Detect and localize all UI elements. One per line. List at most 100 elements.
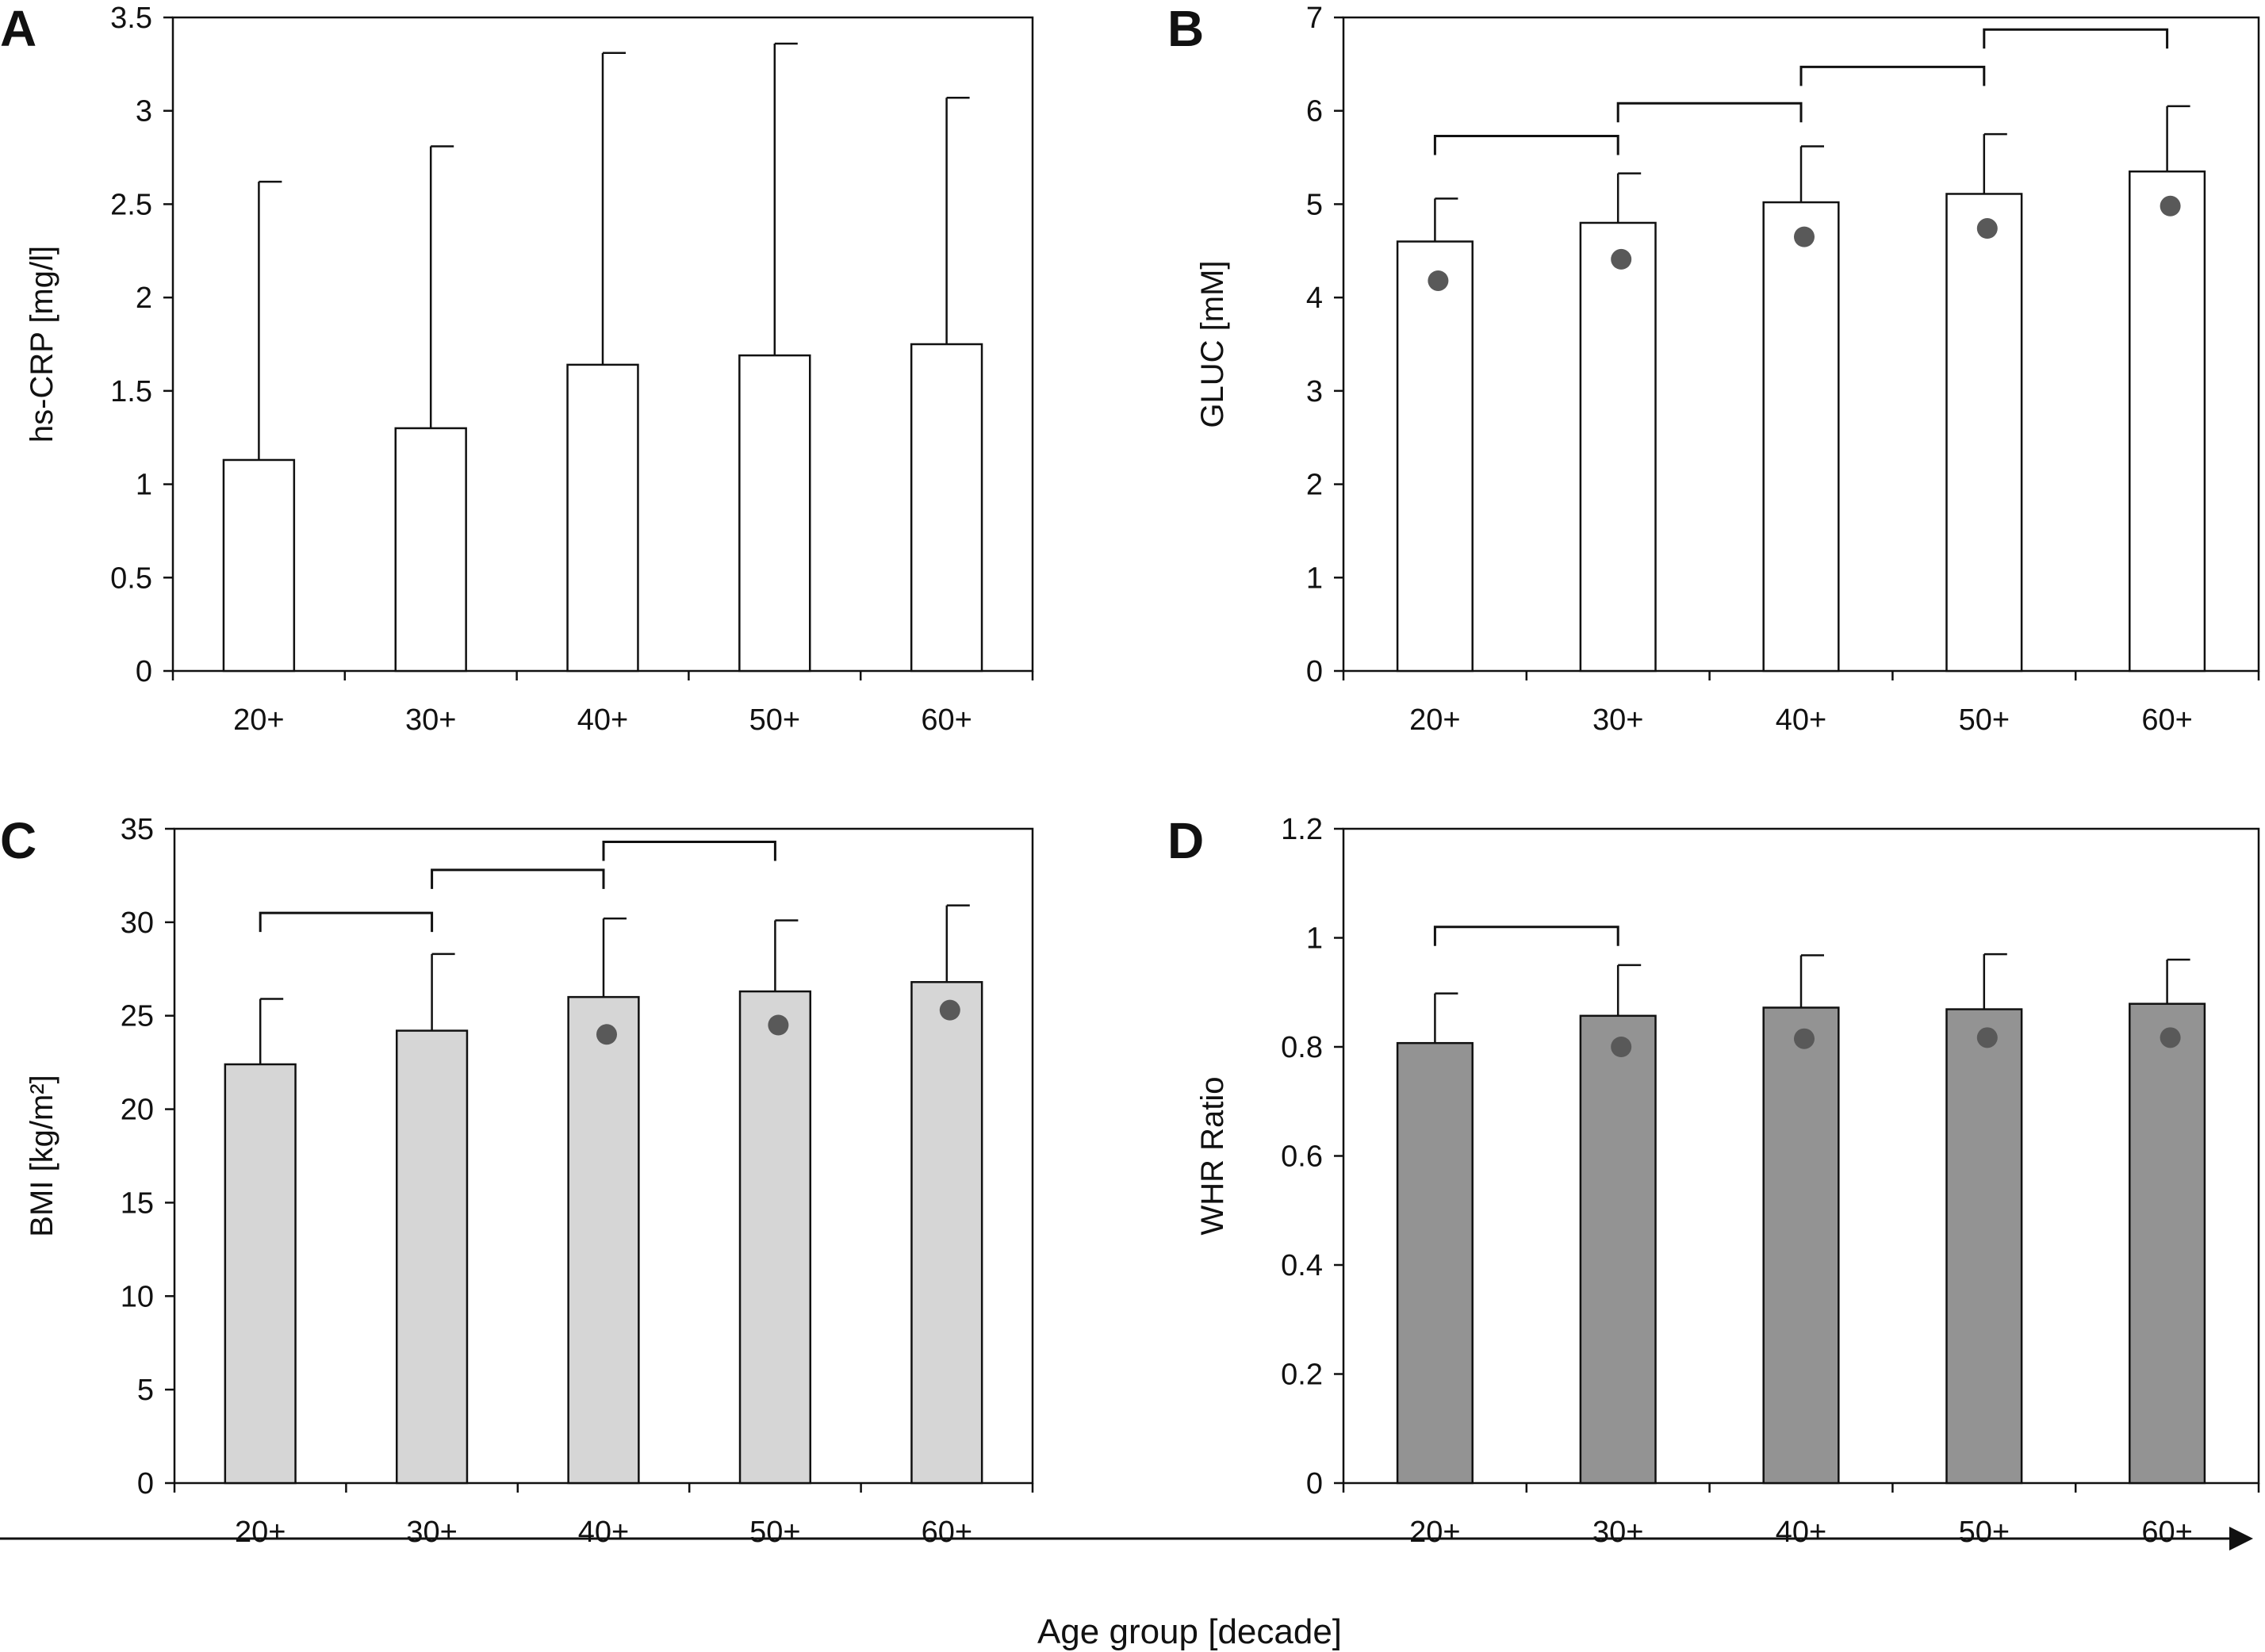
bar <box>1396 240 1474 673</box>
median-dot <box>1794 226 1815 247</box>
median-dot <box>1976 1027 1998 1048</box>
significance-bracket <box>1433 134 1619 155</box>
y-tick-label: 1 <box>1306 922 1323 956</box>
significance-bracket <box>1433 926 1619 946</box>
y-axis-title: BMI [kg/m²] <box>25 1075 59 1236</box>
age-axis-label: Age group [decade] <box>1037 1612 1342 1651</box>
x-tick-label: 30+ <box>1592 703 1643 737</box>
median-dot <box>1611 1037 1632 1057</box>
y-tick-label: 15 <box>121 1186 154 1220</box>
y-axis-title: GLUC [mM] <box>1195 260 1230 427</box>
median-dot <box>596 1024 617 1045</box>
x-tick-label: 30+ <box>405 703 456 737</box>
x-tick-label: 60+ <box>921 703 972 737</box>
panel-letter: A <box>0 0 36 57</box>
bar <box>2129 1002 2206 1485</box>
bar <box>224 1063 297 1485</box>
bar <box>738 990 812 1485</box>
significance-bracket <box>431 868 605 889</box>
y-tick-label: 25 <box>121 1000 154 1033</box>
bar <box>910 343 983 673</box>
x-tick-label: 20+ <box>235 1516 286 1549</box>
y-tick-label: 0 <box>1306 1467 1323 1501</box>
bar <box>910 981 983 1485</box>
y-tick-label: 35 <box>121 813 154 846</box>
significance-bracket <box>259 911 434 933</box>
y-tick-label: 2.5 <box>110 188 152 221</box>
x-tick-label: 30+ <box>406 1516 457 1549</box>
median-dot <box>1611 248 1632 270</box>
panel-c: C 0 5 10 15 20 25 30 35 BMI [kg/m²] 20+ 30+ 40+ 50+ 60… <box>0 812 1034 1549</box>
y-tick-label: 0.5 <box>110 562 152 595</box>
x-tick-label: 20+ <box>1409 1516 1460 1549</box>
x-tick-label: 50+ <box>1959 1516 2010 1549</box>
median-dot <box>768 1014 789 1036</box>
panel-a: A 0 0.5 1 1.5 2 2.5 3 3.5 hs-CRP [mg/l] 20+ 30+ 40+ 5… <box>0 0 1034 737</box>
y-tick-label: 3 <box>136 95 152 128</box>
median-dot <box>1976 218 1998 240</box>
bar <box>1396 1041 1474 1485</box>
significance-bracket <box>602 841 776 861</box>
y-tick-label: 0.8 <box>1281 1031 1323 1064</box>
y-tick-label: 1.2 <box>1281 813 1323 846</box>
bar <box>394 427 467 673</box>
bar <box>567 995 640 1485</box>
y-tick-label: 3.5 <box>110 2 152 35</box>
x-tick-label: 20+ <box>233 703 284 737</box>
significance-bracket <box>1616 102 1803 123</box>
bar <box>1579 1014 1657 1485</box>
y-tick-label: 20 <box>121 1094 154 1127</box>
panel-letter: D <box>1167 812 1204 869</box>
bar <box>1945 193 2023 673</box>
panel-letter: C <box>0 812 36 869</box>
bar <box>738 354 811 673</box>
y-tick-label: 5 <box>137 1374 154 1407</box>
x-tick-label: 60+ <box>2141 703 2192 737</box>
y-tick-label: 5 <box>1306 188 1323 221</box>
y-axis-title: WHR Ratio <box>1195 1076 1230 1235</box>
y-tick-label: 2 <box>136 282 152 315</box>
y-tick-label: 6 <box>1306 95 1323 128</box>
y-tick-label: 2 <box>1306 469 1323 502</box>
median-dot <box>1794 1028 1815 1049</box>
y-tick-label: 0.2 <box>1281 1359 1323 1392</box>
bar <box>1579 221 1657 673</box>
x-tick-label: 20+ <box>1409 703 1460 737</box>
y-tick-label: 1 <box>1306 562 1323 595</box>
median-dot <box>939 999 960 1021</box>
x-tick-label: 50+ <box>1959 703 2010 737</box>
bar <box>1762 201 1840 673</box>
y-tick-label: 30 <box>121 906 154 940</box>
x-tick-label: 30+ <box>1592 1516 1643 1549</box>
y-tick-label: 0.6 <box>1281 1140 1323 1174</box>
panel-letter: B <box>1167 0 1204 57</box>
median-dot <box>2160 195 2181 217</box>
x-tick-label: 40+ <box>1776 1516 1826 1549</box>
bar <box>2129 170 2206 673</box>
x-tick-label: 50+ <box>749 1516 800 1549</box>
bar <box>1762 1006 1840 1485</box>
bar <box>395 1029 469 1485</box>
bar <box>1945 1008 2023 1485</box>
x-tick-label: 60+ <box>2141 1516 2192 1549</box>
y-tick-label: 0 <box>1306 655 1323 688</box>
y-tick-label: 1 <box>136 469 152 502</box>
panel-b: B 0 1 2 3 4 5 6 7 GLUC [mM] 20+ 30+ 40+ 50+ 60+ <box>1167 0 2260 737</box>
median-dot <box>2160 1027 2181 1048</box>
median-dot <box>1428 270 1449 291</box>
y-tick-label: 7 <box>1306 2 1323 35</box>
y-tick-label: 0 <box>137 1467 154 1501</box>
significance-bracket <box>1799 65 1986 86</box>
panel-d: D 0 0.2 0.4 0.6 0.8 1 1.2 WHR Ratio 20+ 30+ 40+ 50+ 6… <box>1167 812 2260 1549</box>
x-tick-label: 50+ <box>749 703 800 737</box>
x-tick-label: 60+ <box>922 1516 972 1549</box>
y-axis-title: hs-CRP [mg/l] <box>25 246 59 443</box>
y-tick-label: 1.5 <box>110 375 152 408</box>
x-tick-label: 40+ <box>578 1516 629 1549</box>
y-tick-label: 10 <box>121 1280 154 1313</box>
y-tick-label: 0.4 <box>1281 1249 1323 1282</box>
significance-bracket <box>1983 28 2169 49</box>
x-tick-label: 40+ <box>577 703 628 737</box>
bar <box>222 458 296 673</box>
